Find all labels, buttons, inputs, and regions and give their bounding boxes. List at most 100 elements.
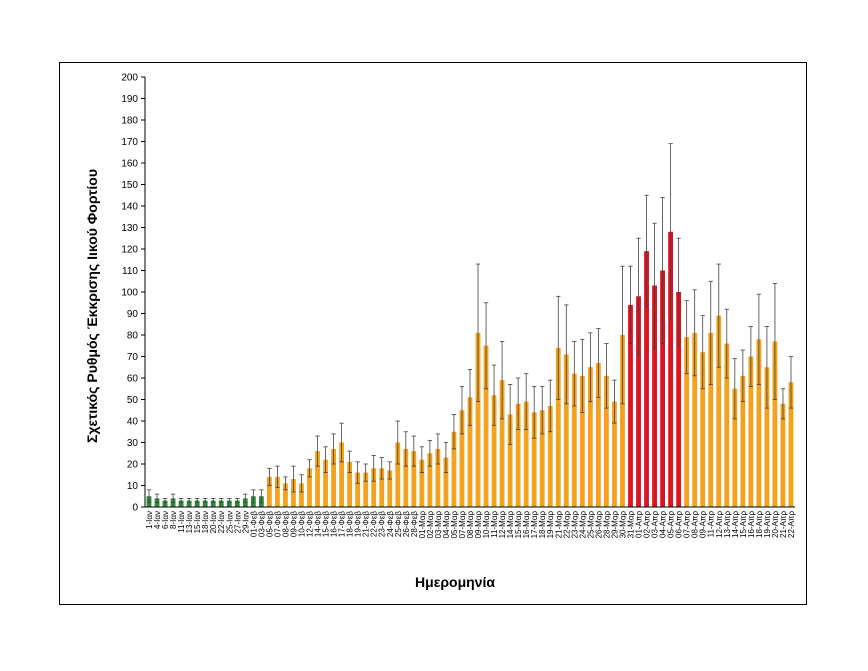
x-tick-label: 03-Απρ [651,511,660,538]
error-bar [748,325,754,388]
bar [515,403,521,507]
x-axis-ticks: 1-Ιαν 4-Ιαν 6-Ιαν 8-Ιαν 11-Ιαν 13-Ιαν 15-Ιαν 18… [145,511,796,539]
x-tick-label: 04-Απρ [659,511,668,538]
bar [604,375,609,507]
error-bar [483,302,489,390]
bar [419,459,425,507]
error-bar [267,467,272,486]
error-bar [307,459,312,478]
y-tick-label: 200 [121,73,138,84]
x-tick-label: 03-Φεβ [257,511,266,538]
x-tick-label: 01-Μαρ [418,511,427,539]
error-bar [211,497,216,504]
bar [676,292,682,507]
error-bar [596,328,601,398]
error-bar [628,265,633,345]
x-tick-label: 05-Μαρ [450,511,459,539]
bar [748,356,754,507]
bar [459,410,465,507]
x-tick-label: 09-Απρ [699,511,708,538]
error-bar [548,379,553,433]
x-tick-label: 02-Απρ [643,511,652,538]
bar [491,395,497,507]
bar [218,500,224,507]
error-bar [724,308,729,379]
x-tick-label: 19-Μαρ [546,511,555,539]
error-bar [524,373,529,431]
x-tick-label: 04-Μαρ [442,511,451,539]
x-tick-label: 29-Μαρ [610,511,619,539]
y-tick-label: 100 [121,288,138,299]
error-bar [660,196,665,345]
error-bar [756,293,762,385]
error-bar [499,341,505,420]
error-bar [556,295,561,400]
x-tick-label: 14-Μαρ [506,511,515,539]
error-bar [572,341,577,407]
bar [331,448,336,507]
y-tick-label: 10 [127,481,139,492]
bar [275,476,280,507]
axes [144,77,795,508]
bar [660,270,665,507]
x-tick-label: 20-Ιαν [209,511,218,533]
x-tick-label: 8-Ιαν [169,511,178,529]
x-tick-label: 02-Μαρ [426,511,435,539]
bar [363,472,369,507]
error-bar [291,465,296,493]
bar [716,315,722,507]
bar [507,414,513,507]
error-bar [170,493,176,504]
error-bar [427,439,433,467]
y-tick-label: 0 [132,503,138,514]
bar [299,483,304,507]
bar [210,500,216,507]
error-bar [620,265,625,405]
bar [523,401,529,507]
error-bar [186,497,192,504]
x-tick-label: 23-Μαρ [570,511,579,539]
x-tick-label: 27-Ιαν [233,511,242,533]
x-tick-label: 08-Απρ [691,511,700,538]
x-tick-label: 28-Φεβ [410,511,419,538]
x-tick-label: 31-Μαρ [626,511,635,539]
x-tick-label: 15-Φεβ [322,511,331,538]
y-axis-ticks: 0 10 20 30 40 50 60 70 80 90 100 110 120 130 140 150 160… [121,73,145,514]
x-tick-label: 15-Ιαν [193,511,202,533]
y-tick-label: 130 [121,223,138,234]
x-tick-label: 17-Φεβ [338,511,347,538]
y-tick-label: 30 [127,438,139,449]
error-bar [387,461,392,480]
x-tick-label: 22-Φεβ [370,511,379,538]
bar [636,296,641,507]
error-bar [764,325,770,409]
error-bar [716,263,721,368]
error-bar [459,386,465,435]
error-bar [419,446,425,474]
x-tick-label: 05-Απρ [667,511,676,538]
bar [266,476,272,507]
error-bar [243,493,248,504]
error-bar [443,442,449,474]
x-tick-label: 21-Φεβ [362,511,371,538]
bar [339,442,345,507]
x-tick-label: 25-Φεβ [394,511,403,538]
y-tick-label: 50 [127,395,139,406]
error-bar [507,384,513,446]
error-bar [564,304,569,405]
error-bar [668,143,673,321]
chart-frame [59,62,807,605]
y-tick-label: 80 [127,331,139,342]
bar [291,479,296,507]
bar [684,337,690,507]
y-axis-title: Σχετικός Ρυθμός Έκκρισης Ιικού Φορτίου [84,169,100,443]
bar [700,352,706,507]
x-tick-label: 11-Ιαν [177,511,186,533]
x-tick-label: 21-Μαρ [554,511,563,539]
bar [435,448,441,507]
x-tick-label: 21-Απρ [779,511,788,538]
bar-series [146,231,794,508]
error-bar [588,332,593,403]
x-tick-label: 12-Φεβ [306,511,315,538]
error-bars [146,143,794,504]
